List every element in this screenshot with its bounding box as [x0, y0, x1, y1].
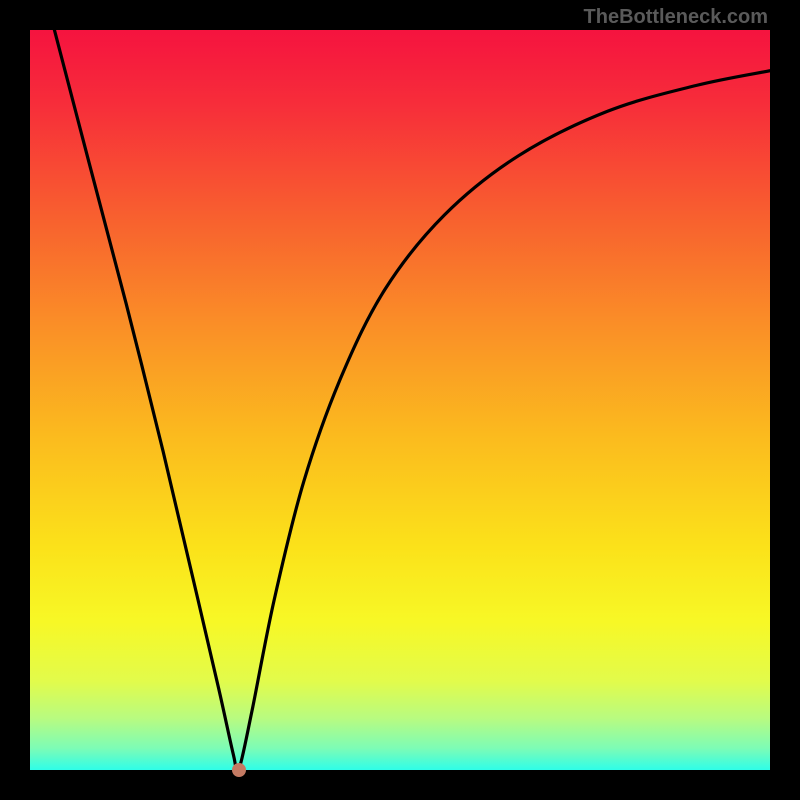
- chart-frame: TheBottleneck.com: [0, 0, 800, 800]
- bottleneck-curve: [30, 30, 770, 770]
- plot-area: [30, 30, 770, 770]
- watermark-text: TheBottleneck.com: [584, 6, 768, 29]
- optimum-marker: [232, 763, 246, 777]
